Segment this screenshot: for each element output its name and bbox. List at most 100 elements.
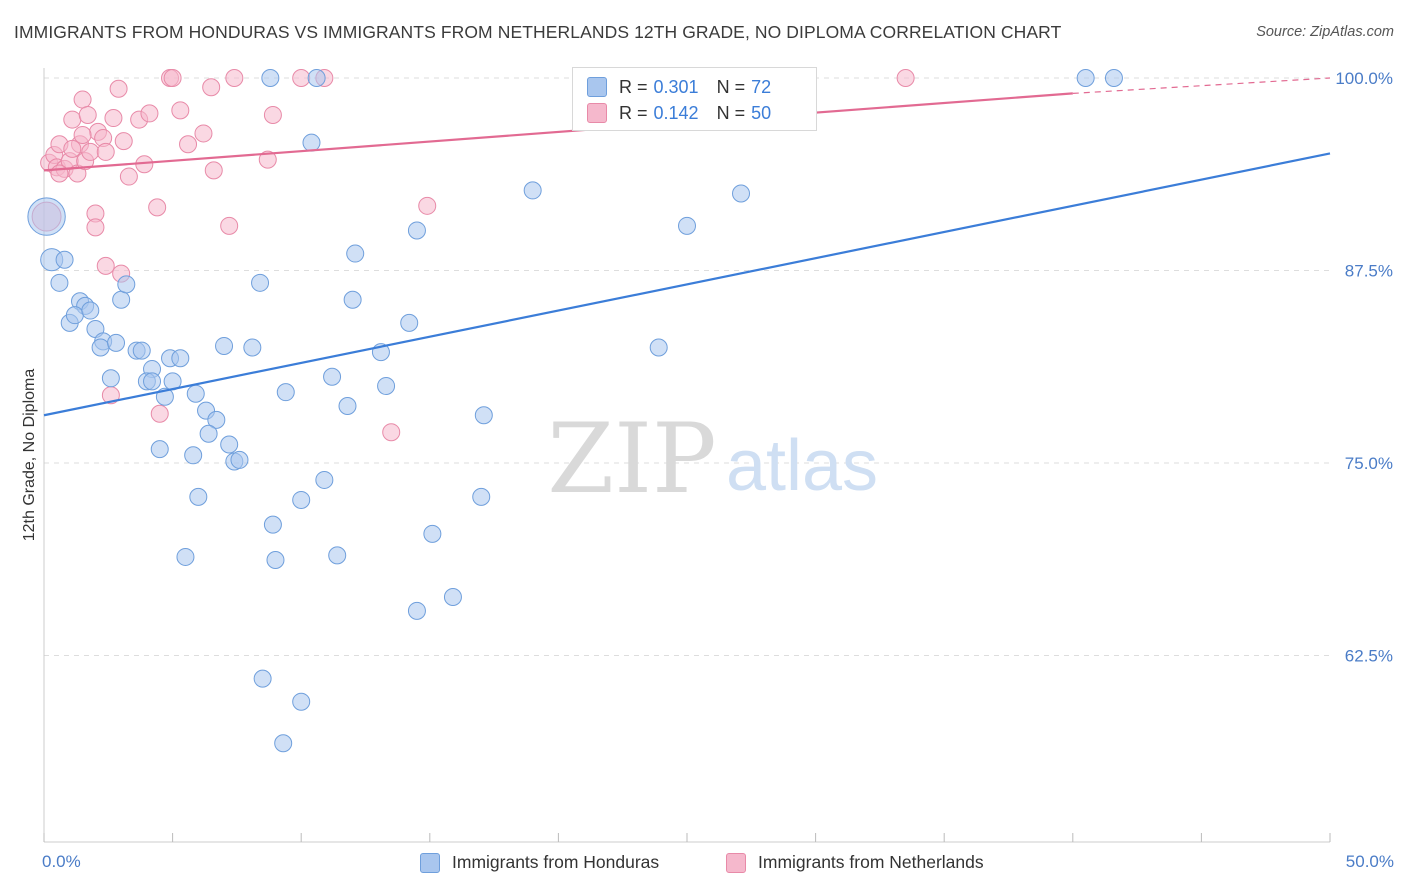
trend-line-netherlands [43, 92, 1073, 172]
data-point-honduras [292, 692, 311, 711]
data-point-honduras [150, 440, 169, 459]
data-point-netherlands [96, 256, 115, 275]
data-point-netherlands [258, 150, 277, 169]
data-point-honduras [1076, 69, 1095, 87]
data-point-honduras [27, 197, 66, 236]
data-point-honduras [143, 372, 162, 391]
data-point-netherlands [119, 167, 138, 186]
data-point-honduras [328, 546, 347, 565]
legend-swatch-netherlands [726, 852, 746, 873]
data-point-netherlands [104, 109, 123, 128]
data-point-honduras [220, 435, 239, 454]
legend-r-label: R = [619, 102, 648, 123]
legend-row-honduras: R = 0.301 N = 72 [587, 76, 771, 98]
data-point-honduras [230, 450, 249, 469]
trend-line-netherlands-extension [1072, 77, 1331, 94]
data-point-honduras [107, 333, 126, 352]
data-point-netherlands [114, 132, 133, 151]
data-point-honduras [472, 487, 491, 506]
legend-n-label: N = [716, 102, 746, 123]
data-point-honduras [266, 551, 285, 570]
data-point-netherlands [63, 139, 82, 158]
data-point-honduras [189, 487, 208, 506]
data-point-honduras [117, 275, 136, 294]
data-point-honduras [323, 367, 342, 386]
data-point-honduras [215, 336, 234, 355]
data-point-honduras [377, 377, 396, 395]
data-point-netherlands [292, 69, 311, 87]
data-point-netherlands [150, 404, 169, 423]
x-tick-label-max: 50.0% [1345, 852, 1394, 871]
data-point-honduras [263, 515, 282, 534]
data-point-netherlands [140, 104, 159, 123]
data-point-honduras [474, 406, 493, 425]
x-tick-label-min: 0.0% [42, 852, 81, 871]
data-point-honduras [678, 216, 696, 235]
data-point-netherlands [220, 216, 239, 235]
data-point-honduras [65, 306, 84, 325]
data-point-honduras [207, 410, 226, 429]
watermark-atlas: atlas [726, 426, 878, 506]
data-point-honduras [101, 369, 120, 388]
data-point-honduras [176, 547, 195, 566]
data-point-netherlands [179, 135, 198, 154]
legend-r-value: 0.142 [653, 102, 699, 123]
data-point-honduras [732, 184, 751, 203]
y-tick-label: 75.0% [1345, 454, 1393, 473]
data-point-honduras [251, 273, 270, 292]
data-point-honduras [423, 524, 442, 543]
y-tick-labels: 62.5% 75.0% 87.5% 100.0% [1335, 69, 1393, 666]
data-point-honduras [346, 244, 365, 263]
legend-r-value: 0.301 [653, 76, 699, 97]
legend-n-value: 72 [751, 76, 772, 97]
trend-lines [43, 77, 1331, 417]
data-point-netherlands [63, 110, 82, 129]
data-point-netherlands [202, 78, 221, 97]
legend-row-netherlands: R = 0.142 N = 50 [587, 102, 771, 124]
legend-label-netherlands: Immigrants from Netherlands [758, 852, 984, 872]
y-tick-label: 100.0% [1335, 69, 1393, 88]
data-point-netherlands [194, 124, 213, 143]
data-point-honduras [292, 490, 311, 509]
data-point-honduras [55, 250, 74, 269]
legend-swatch-honduras [587, 77, 607, 97]
legend-item-honduras[interactable]: Immigrants from Honduras [420, 852, 659, 873]
data-point-honduras [523, 181, 542, 200]
data-point-honduras [184, 446, 203, 465]
data-point-honduras [253, 669, 272, 688]
legend-n-value: 50 [751, 102, 772, 123]
data-point-honduras [186, 384, 205, 403]
legend-swatch-netherlands [587, 103, 607, 123]
y-axis-label: 12th Grade, No Diploma [21, 368, 38, 542]
data-point-netherlands [225, 69, 244, 87]
data-point-honduras [1104, 69, 1123, 87]
data-point-netherlands [382, 423, 401, 442]
stats-legend: R = 0.301 N = 72 R = 0.142 N = 50 [572, 67, 817, 131]
source-label: Source: ZipAtlas.com [1256, 24, 1394, 40]
watermark-zip: ZIP [547, 403, 716, 515]
data-point-honduras [315, 470, 334, 489]
legend-item-netherlands[interactable]: Immigrants from Netherlands [726, 852, 984, 873]
legend-swatch-honduras [420, 852, 440, 873]
data-point-netherlands [78, 105, 97, 124]
legend-n-label: N = [716, 76, 746, 97]
data-point-honduras [407, 601, 426, 620]
y-tick-label: 87.5% [1345, 262, 1393, 281]
trend-line-honduras [43, 152, 1331, 417]
data-point-honduras [50, 273, 69, 292]
data-point-netherlands [171, 101, 190, 120]
axes [43, 68, 1331, 843]
data-point-netherlands [204, 161, 223, 180]
y-tick-label: 62.5% [1345, 647, 1393, 666]
gridlines [44, 77, 1330, 656]
data-point-honduras [343, 290, 362, 309]
data-point-honduras [338, 397, 357, 416]
data-point-netherlands [86, 218, 105, 237]
data-point-netherlands [896, 69, 915, 87]
data-point-honduras [307, 69, 326, 87]
data-point-netherlands [73, 125, 92, 144]
data-point-honduras [407, 221, 426, 240]
data-point-netherlands [73, 90, 92, 109]
data-point-netherlands [148, 198, 167, 217]
